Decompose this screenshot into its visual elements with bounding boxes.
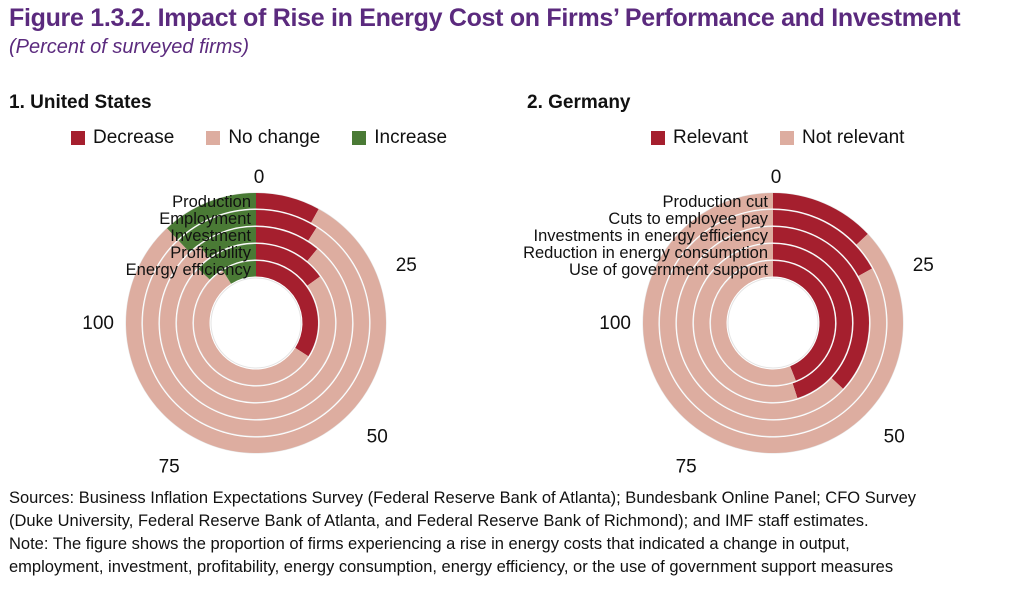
bar-relevant-use-of-government-support xyxy=(773,261,835,381)
scale-tick-25: 25 xyxy=(396,255,417,276)
bar-decrease-employment xyxy=(256,210,317,241)
legend-label-no-change: No change xyxy=(228,127,321,148)
sources-line-1: Sources: Business Inflation Expectations… xyxy=(9,489,917,507)
note-line-2: employment, investment, profitability, e… xyxy=(9,558,894,576)
category-label-profitability: Profitability xyxy=(170,244,251,262)
category-label-energy-efficiency: Energy efficiency xyxy=(126,261,252,279)
category-label-use-of-government-support: Use of government support xyxy=(569,261,768,279)
guide-circle xyxy=(727,277,819,369)
note-line-1: Note: The figure shows the proportion of… xyxy=(9,535,850,553)
category-label-investments-in-energy-efficiency: Investments in energy efficiency xyxy=(534,227,769,245)
legend-label-relevant: Relevant xyxy=(673,127,748,148)
bar-increase-investment xyxy=(199,227,256,258)
legend-item-decrease: Decrease xyxy=(71,127,174,149)
footnote: Sources: Business Inflation Expectations… xyxy=(9,487,1009,579)
sources-line-2: (Duke University, Federal Reserve Bank o… xyxy=(9,512,869,530)
bar-not-relevant-use-of-government-support xyxy=(711,261,796,385)
legend-label-not-relevant: Not relevant xyxy=(802,127,905,148)
bar-increase-employment xyxy=(178,210,256,252)
scale-tick-75: 75 xyxy=(676,456,697,477)
scale-tick-75: 75 xyxy=(159,456,180,477)
scale-tick-25: 25 xyxy=(913,255,934,276)
scale-tick-0: 0 xyxy=(771,167,782,188)
figure-subtitle: (Percent of surveyed firms) xyxy=(9,36,250,58)
panel-title-us: 1. United States xyxy=(9,92,152,113)
bar-relevant-cuts-to-employee-pay xyxy=(773,210,873,277)
category-label-cuts-to-employee-pay: Cuts to employee pay xyxy=(608,210,768,228)
bar-relevant-reduction-in-energy-consumption xyxy=(773,244,852,399)
legend-swatch-no-change xyxy=(206,131,221,145)
bar-decrease-profitability xyxy=(256,244,320,286)
category-label-production-cut: Production cut xyxy=(663,193,769,211)
legend-swatch-decrease xyxy=(71,131,85,145)
category-label-reduction-in-energy-consumption: Reduction in energy consumption xyxy=(523,244,768,262)
legend-item-increase: Increase xyxy=(352,127,447,149)
category-label-employment: Employment xyxy=(159,210,251,228)
bar-relevant-production-cut xyxy=(773,193,868,245)
legend-germany: Relevant Not relevant xyxy=(651,127,936,149)
legend-label-increase: Increase xyxy=(374,127,448,148)
legend-swatch-increase xyxy=(352,131,367,145)
category-label-investment: Investment xyxy=(170,227,251,245)
bar-increase-profitability xyxy=(198,244,256,280)
bar-not-relevant-reduction-in-energy-consumption xyxy=(694,244,798,402)
guide-circle xyxy=(210,277,302,369)
bar-decrease-production xyxy=(256,193,319,223)
legend-swatch-relevant xyxy=(651,131,665,145)
bar-decrease-investment xyxy=(256,227,318,261)
scale-tick-0: 0 xyxy=(254,167,265,188)
scale-tick-50: 50 xyxy=(884,426,905,447)
radial-chart-us: ProductionEmploymentInvestmentProfitabil… xyxy=(82,167,417,477)
scale-tick-50: 50 xyxy=(367,426,388,447)
panel-title-germany: 2. Germany xyxy=(527,92,631,113)
legend-item-not-relevant: Not relevant xyxy=(780,127,904,149)
bar-relevant-investments-in-energy-efficiency xyxy=(773,227,869,389)
bar-no-change-energy-efficiency xyxy=(194,270,309,385)
category-label-production: Production xyxy=(172,193,251,211)
figure-title: Figure 1.3.2. Impact of Rise in Energy C… xyxy=(9,4,961,32)
scale-tick-100: 100 xyxy=(599,313,631,334)
legend-item-relevant: Relevant xyxy=(651,127,748,149)
bar-not-relevant-investments-in-energy-efficiency xyxy=(677,227,843,419)
legend-us: Decrease No change Increase xyxy=(71,127,479,149)
bar-decrease-energy-efficiency xyxy=(256,261,318,357)
scale-tick-100: 100 xyxy=(82,313,114,334)
legend-swatch-not-relevant xyxy=(780,131,794,145)
bar-increase-energy-efficiency xyxy=(222,261,256,284)
bar-no-change-profitability xyxy=(176,268,335,403)
bar-increase-production xyxy=(167,193,256,240)
legend-label-decrease: Decrease xyxy=(93,127,175,148)
legend-item-no-change: No change xyxy=(206,127,320,149)
